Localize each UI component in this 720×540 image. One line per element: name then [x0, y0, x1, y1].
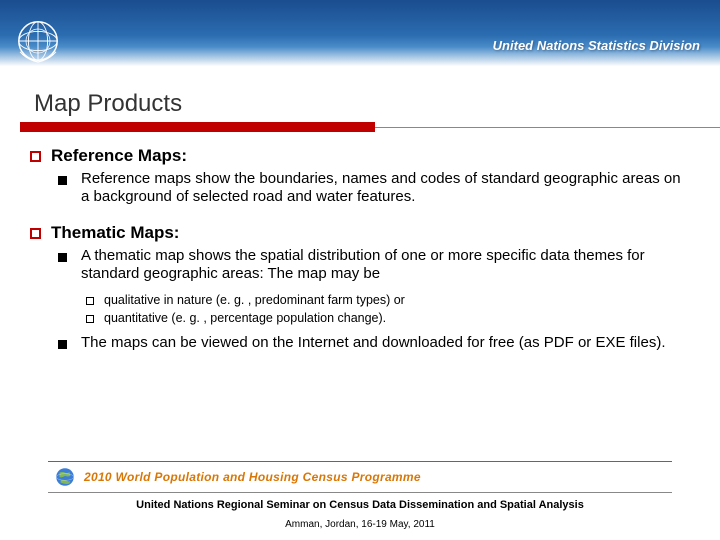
thematic-sub1-text: qualitative in nature (e. g. , predomina…: [104, 293, 405, 309]
census-programme-banner: 2010 World Population and Housing Census…: [48, 461, 672, 493]
thematic-heading-text: Thematic Maps:: [51, 223, 179, 243]
hollow-small-square-bullet-icon: [86, 297, 94, 305]
footer-location-date: Amman, Jordan, 16-19 May, 2011: [0, 519, 720, 530]
solid-square-bullet-icon: [58, 176, 67, 185]
section-reference-heading: Reference Maps:: [30, 146, 690, 166]
title-underline: [20, 122, 720, 132]
thematic-sub1: qualitative in nature (e. g. , predomina…: [86, 293, 690, 309]
un-emblem-icon: [8, 11, 68, 71]
header-bar: United Nations Statistics Division: [0, 0, 720, 78]
thematic-body1-text: A thematic map shows the spatial distrib…: [81, 247, 690, 284]
thematic-sub2: quantitative (e. g. , percentage populat…: [86, 311, 690, 327]
globe-icon: [54, 466, 76, 488]
thin-divider: [375, 127, 720, 132]
banner-text: 2010 World Population and Housing Census…: [84, 470, 421, 484]
footer-seminar-title: United Nations Regional Seminar on Censu…: [0, 499, 720, 511]
reference-body-item: Reference maps show the boundaries, name…: [58, 170, 690, 207]
solid-square-bullet-icon: [58, 340, 67, 349]
slide-title: Map Products: [34, 90, 720, 118]
thematic-body2-item: The maps can be viewed on the Internet a…: [58, 334, 690, 352]
content-area: Reference Maps: Reference maps show the …: [0, 146, 720, 353]
hollow-square-bullet-icon: [30, 228, 41, 239]
hollow-square-bullet-icon: [30, 151, 41, 162]
solid-square-bullet-icon: [58, 253, 67, 262]
section-thematic-heading: Thematic Maps:: [30, 223, 690, 243]
header-org-title: United Nations Statistics Division: [493, 38, 700, 53]
footer-block: 2010 World Population and Housing Census…: [0, 461, 720, 540]
thematic-body1-item: A thematic map shows the spatial distrib…: [58, 247, 690, 284]
reference-body-text: Reference maps show the boundaries, name…: [81, 170, 690, 207]
hollow-small-square-bullet-icon: [86, 315, 94, 323]
reference-heading-text: Reference Maps:: [51, 146, 187, 166]
thematic-sub2-text: quantitative (e. g. , percentage populat…: [104, 311, 386, 327]
red-accent-bar: [20, 122, 375, 132]
thematic-body2-text: The maps can be viewed on the Internet a…: [81, 334, 665, 352]
